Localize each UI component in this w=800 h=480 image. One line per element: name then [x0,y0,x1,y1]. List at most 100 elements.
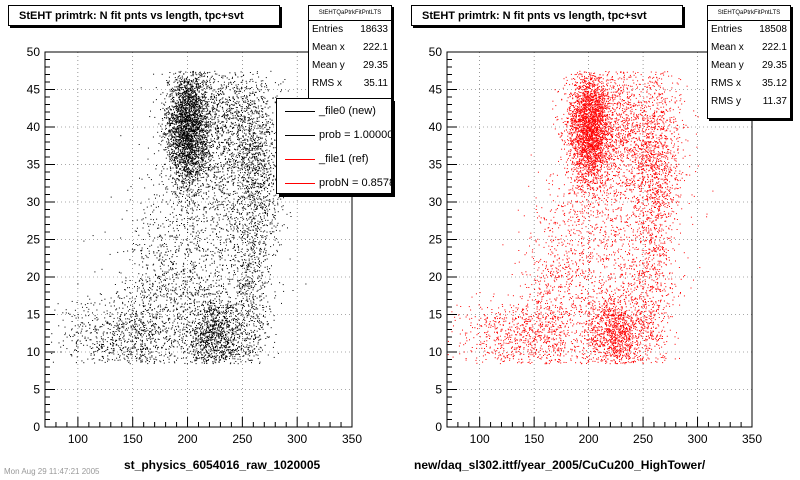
data-point [268,168,270,170]
data-point [176,157,178,159]
data-point [169,166,171,168]
data-point [272,198,274,200]
data-point [227,167,229,169]
data-point [196,97,198,99]
data-point [188,169,189,171]
data-point [258,153,259,155]
data-point [273,217,275,219]
data-point [196,101,198,103]
data-point [252,136,254,138]
data-point [169,109,171,111]
data-point [210,76,212,78]
data-point [257,113,259,115]
data-point [185,103,187,105]
data-point [178,125,180,126]
data-point [226,161,228,163]
data-point [227,111,229,113]
data-point [180,151,182,153]
data-point [183,138,185,139]
data-point [184,143,186,145]
data-point [233,181,235,183]
data-point [196,171,198,173]
data-point [248,118,250,120]
data-point [170,174,172,176]
data-point [206,220,208,222]
data-point [202,213,204,215]
data-point [191,106,193,108]
data-point [263,251,264,253]
data-point [207,121,209,123]
data-point [235,111,237,113]
data-point [261,95,263,97]
data-point [190,145,192,147]
data-point [254,223,256,225]
data-point [232,203,234,205]
data-point [192,148,194,150]
data-point [185,169,187,171]
data-point [248,107,250,109]
data-point [275,194,277,196]
data-point [224,146,226,148]
data-point [250,88,251,90]
data-point [184,149,186,151]
data-point [204,171,206,173]
data-point [173,114,175,116]
data-point [245,133,247,135]
data-point [177,77,179,79]
data-point [250,143,252,145]
data-point [175,105,177,107]
data-point [179,100,181,102]
data-point [280,193,282,195]
data-point [187,96,189,98]
data-point [178,202,180,204]
data-point [208,152,210,154]
data-point [199,173,201,175]
data-point [168,117,170,119]
data-point [255,153,257,154]
data-point [270,143,272,145]
data-point [241,125,243,127]
data-point [165,125,167,127]
data-point [241,144,243,146]
data-point [175,162,176,163]
data-point [187,160,188,162]
data-point [230,161,232,163]
data-point [175,130,177,132]
data-point [181,135,183,137]
data-point [191,170,193,172]
data-point [225,288,227,290]
data-point [245,87,247,89]
data-point [243,110,245,112]
data-point [232,350,234,352]
data-point [255,142,257,144]
data-point [190,121,192,123]
data-point [241,86,243,88]
data-point [203,137,205,139]
data-point [210,155,212,157]
data-point [181,147,183,149]
data-point [265,123,267,125]
data-point [208,149,210,151]
data-point [259,213,261,215]
data-point [242,122,244,124]
data-point [179,138,181,140]
data-point [197,121,199,123]
data-point [210,88,212,90]
data-point [237,132,239,134]
data-point [178,88,180,90]
data-point [249,149,251,151]
data-point [200,143,201,145]
data-point [168,107,170,109]
data-point [217,148,219,150]
data-point [240,300,242,302]
data-point [254,211,256,212]
data-point [261,160,263,162]
data-point [173,156,175,158]
data-point [192,95,194,97]
data-point [197,110,199,112]
data-point [188,112,190,114]
data-point [185,78,187,80]
data-point [196,87,198,88]
data-point [221,102,223,103]
data-point [237,200,239,202]
